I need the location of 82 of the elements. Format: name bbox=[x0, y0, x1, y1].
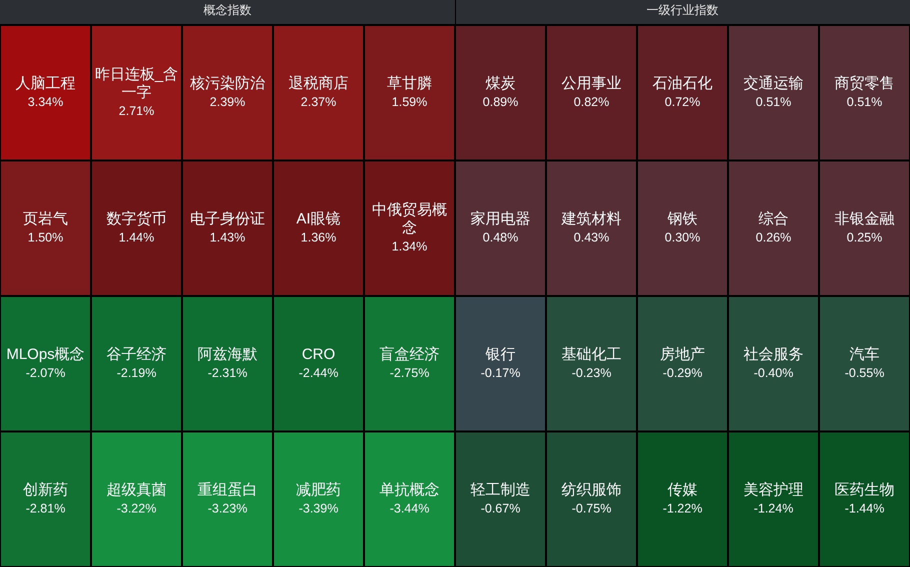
data-label: -3.39% bbox=[298, 501, 338, 516]
data-label: -0.29% bbox=[662, 366, 702, 380]
data-label: 2.37% bbox=[300, 94, 336, 109]
data-label: 0.51% bbox=[756, 94, 792, 109]
data-label: -0.75% bbox=[572, 501, 612, 516]
category-label: CRO bbox=[302, 346, 336, 363]
data-label: -3.22% bbox=[116, 501, 156, 516]
data-label: 1.50% bbox=[28, 230, 64, 244]
category-label: 阿兹海默 bbox=[198, 346, 258, 363]
data-label: -2.19% bbox=[116, 366, 156, 380]
category-label: 汽车 bbox=[850, 346, 880, 363]
category-label: 重组蛋白 bbox=[198, 481, 258, 498]
category-label: 交通运输 bbox=[744, 74, 804, 92]
category-label: 超级真菌 bbox=[106, 481, 166, 498]
data-label: -2.31% bbox=[208, 366, 248, 380]
category-label: 轻工制造 bbox=[470, 481, 530, 498]
category-label: 钢铁 bbox=[666, 210, 698, 228]
category-label: 减肥药 bbox=[296, 481, 341, 498]
category-label: 房地产 bbox=[660, 346, 705, 363]
data-label: 0.26% bbox=[756, 230, 792, 244]
data-label: -2.07% bbox=[26, 366, 66, 380]
category-label: 核污染防治 bbox=[189, 74, 265, 92]
data-label: 1.59% bbox=[392, 94, 428, 109]
category-label: 医药生物 bbox=[834, 481, 894, 498]
data-label: 0.82% bbox=[574, 94, 610, 109]
data-label: 2.39% bbox=[210, 94, 246, 109]
data-label: -0.55% bbox=[844, 366, 884, 380]
category-label: 社会服务 bbox=[744, 346, 804, 363]
data-label: 0.72% bbox=[664, 94, 700, 109]
data-label: 3.34% bbox=[28, 94, 64, 109]
category-label: 页岩气 bbox=[23, 210, 68, 228]
data-label: -1.24% bbox=[754, 501, 794, 516]
category-label: 昨日连板_含一字 bbox=[94, 66, 178, 101]
category-label: 煤炭 bbox=[486, 74, 516, 92]
category-label: 家用电器 bbox=[470, 210, 530, 228]
category-label: AI眼镜 bbox=[296, 210, 341, 228]
category-label: 基础化工 bbox=[562, 346, 622, 363]
data-label: -3.44% bbox=[390, 501, 430, 516]
data-label: 1.36% bbox=[300, 230, 336, 244]
category-label: 传媒 bbox=[668, 481, 698, 498]
text: 一级行业指数 bbox=[646, 3, 718, 17]
category-label: 谷子经济 bbox=[106, 346, 166, 363]
category-label: 银行 bbox=[484, 346, 516, 363]
category-label: 美容护理 bbox=[744, 481, 804, 498]
data-label: 1.43% bbox=[210, 230, 246, 244]
data-label: 0.51% bbox=[846, 94, 882, 109]
category-label: 数字货币 bbox=[106, 210, 166, 228]
data-label: 1.34% bbox=[392, 239, 428, 254]
category-label: 电子身份证 bbox=[190, 210, 265, 228]
category-label: 创新药 bbox=[23, 481, 68, 498]
data-label: 2.71% bbox=[118, 104, 154, 118]
data-label: -3.23% bbox=[208, 501, 248, 516]
category-label: 石油石化 bbox=[652, 74, 712, 92]
category-label: 商贸零售 bbox=[834, 74, 894, 92]
data-label: -0.23% bbox=[572, 366, 612, 380]
category-label: MLOps概念 bbox=[6, 346, 85, 363]
data-label: -2.81% bbox=[26, 501, 66, 516]
category-label: 公用事业 bbox=[562, 74, 622, 92]
text: 概念指数 bbox=[204, 3, 252, 17]
category-label: 盲盒经济 bbox=[380, 346, 440, 363]
category-label: 草甘膦 bbox=[387, 74, 432, 92]
data-label: 0.48% bbox=[482, 230, 518, 244]
category-label: 退税商店 bbox=[288, 74, 348, 92]
data-label: -1.22% bbox=[662, 501, 702, 516]
category-label: 综合 bbox=[758, 210, 788, 228]
data-label: 0.89% bbox=[482, 94, 518, 109]
category-label: 单抗概念 bbox=[380, 481, 440, 498]
category-label: 中俄贸易概念 bbox=[372, 201, 447, 236]
category-label: 非银金融 bbox=[834, 210, 894, 228]
category-label: 建筑材料 bbox=[560, 210, 622, 228]
data-label: 0.25% bbox=[846, 230, 882, 244]
data-label: -2.75% bbox=[390, 366, 430, 380]
category-label: 纺织服饰 bbox=[562, 481, 622, 498]
data-label: 1.44% bbox=[118, 230, 154, 244]
data-label: -0.67% bbox=[480, 501, 520, 516]
data-label: 0.43% bbox=[574, 230, 610, 244]
data-label: -0.17% bbox=[480, 366, 520, 380]
data-label: -2.44% bbox=[298, 366, 338, 380]
data-label: -1.44% bbox=[844, 501, 884, 516]
category-label: 人脑工程 bbox=[16, 74, 76, 92]
data-label: 0.30% bbox=[664, 230, 700, 244]
data-label: -0.40% bbox=[754, 366, 794, 380]
